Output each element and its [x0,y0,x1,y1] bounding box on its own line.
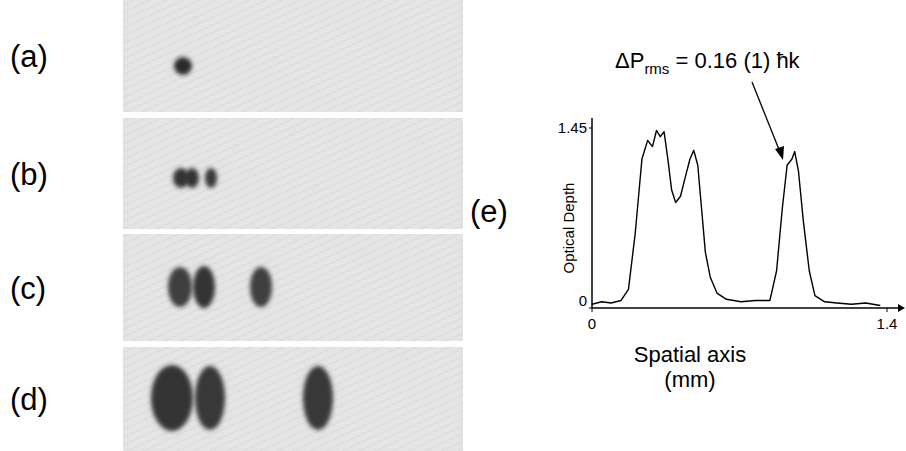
panel-label: (a) [10,39,48,74]
y-axis-title: Optical Depth [560,183,577,274]
annotation-arrowhead [775,146,784,160]
atom-cloud [193,266,215,308]
atom-cloud [174,57,192,75]
x-tick [592,308,593,312]
atom-cloud [185,168,199,188]
atom-cloud [151,365,193,431]
x-tick-label: 1.4 [877,315,898,332]
panel-label: (c) [10,271,46,306]
figure: (a) (b) (c) (d) (e) 0 1.4 0 1.45 Spatial axis(mm)… [0,0,906,451]
x-tick [887,308,888,312]
image-background [123,347,463,451]
annotation: ΔPrms = 0.16 (1) ħk [615,48,801,77]
absorption-image [123,347,463,451]
absorption-image [123,0,463,112]
y-tick-label: 0 [579,292,587,309]
absorption-image [123,234,463,341]
image-background [123,234,463,341]
panel-label: (b) [10,157,48,192]
y-axis [591,118,593,308]
atom-cloud [195,366,225,430]
atom-cloud [168,267,192,307]
image-background [123,0,463,112]
panel-label: (d) [10,382,48,417]
absorption-image [123,118,463,229]
atom-cloud [250,267,272,307]
plot-area [592,130,880,305]
y-tick-label: 1.45 [558,119,587,136]
atom-cloud [303,366,333,430]
y-tick [589,308,592,309]
x-axis-title: Spatial axis(mm) [634,342,747,392]
image-background [123,118,463,229]
x-tick-label: 0 [588,315,596,332]
y-tick [589,128,592,129]
x-axis [592,307,898,309]
atom-cloud [205,168,217,188]
optical-depth-line [592,130,880,305]
x-axis-arrow [898,304,905,312]
panel-label: (e) [470,194,508,229]
annotation-arrow [752,82,780,152]
